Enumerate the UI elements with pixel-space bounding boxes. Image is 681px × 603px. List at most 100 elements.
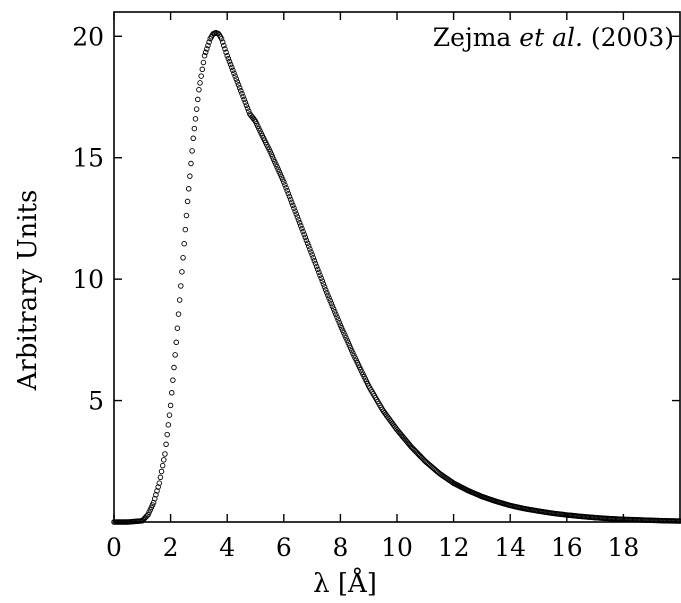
data-point: [285, 190, 292, 197]
data-point: [322, 287, 329, 293]
data-point: [189, 148, 195, 154]
annotation-prefix: Zejma: [433, 23, 519, 52]
data-point: [303, 237, 310, 244]
data-point: [315, 266, 321, 273]
data-point: [301, 231, 307, 238]
data-point: [193, 106, 200, 112]
data-point: [187, 173, 193, 179]
data-point: [238, 87, 244, 94]
data-point: [310, 255, 316, 261]
annotation-suffix: (2003): [583, 23, 674, 52]
x-axis-title: λ [Å]: [313, 567, 377, 599]
data-point: [345, 340, 352, 346]
data-point: [276, 169, 283, 175]
x-tick-label: 0: [106, 533, 122, 562]
data-point: [159, 462, 166, 469]
data-point: [307, 246, 313, 252]
data-point: [219, 39, 226, 45]
data-point: [232, 73, 238, 79]
data-point: [202, 49, 209, 56]
data-point: [286, 193, 293, 200]
data-point: [329, 303, 336, 310]
x-tick-label: 16: [551, 533, 583, 562]
data-point: [240, 93, 246, 100]
data-point: [291, 205, 297, 211]
data-point: [226, 58, 233, 65]
data-point: [319, 278, 326, 284]
data-point: [295, 217, 302, 223]
data-point: [350, 350, 356, 356]
y-tick-label: 20: [72, 22, 104, 51]
data-point: [330, 306, 337, 312]
data-point: [326, 295, 332, 301]
data-point: [162, 451, 168, 457]
data-point: [298, 222, 304, 229]
data-point: [185, 186, 192, 192]
data-point: [302, 234, 309, 241]
data-point: [327, 298, 333, 304]
data-point: [269, 153, 276, 160]
data-point: [268, 151, 275, 157]
data-point: [339, 327, 346, 334]
data-point: [281, 179, 287, 185]
x-tick-label: 10: [381, 533, 413, 562]
data-point: [224, 52, 230, 59]
data-point: [316, 269, 322, 276]
data-point: [347, 345, 354, 351]
data-point: [228, 64, 235, 71]
data-point: [277, 171, 284, 178]
data-point: [284, 187, 290, 194]
data-point: [195, 96, 201, 103]
data-point: [239, 90, 245, 97]
data-point: [309, 252, 315, 258]
data-point: [161, 457, 167, 463]
data-point: [201, 52, 208, 59]
data-point: [205, 42, 211, 49]
data-point: [275, 166, 281, 173]
data-point: [164, 431, 170, 438]
data-point: [231, 70, 237, 76]
data-point: [341, 330, 347, 336]
data-point: [174, 325, 181, 331]
data-point: [175, 311, 182, 317]
data-point: [206, 39, 212, 45]
data-point: [313, 263, 320, 270]
data-point: [324, 289, 330, 296]
x-axis-ticks: 0 2 4 6 8 10 12 14 16 18: [106, 12, 639, 562]
data-point: [243, 102, 250, 109]
data-point: [334, 314, 340, 320]
data-point: [338, 325, 345, 331]
data-point: [328, 300, 335, 307]
data-points: [111, 29, 681, 525]
data-point: [274, 164, 280, 170]
data-point: [179, 269, 185, 275]
y-axis-ticks: 5 10 15 20: [72, 22, 680, 416]
data-point: [172, 352, 178, 358]
data-point: [320, 281, 327, 287]
data-point: [188, 160, 194, 167]
data-point: [335, 317, 341, 323]
data-point: [312, 260, 319, 267]
data-point: [191, 125, 198, 132]
data-point: [218, 35, 225, 42]
data-point: [267, 148, 273, 155]
data-point: [158, 468, 165, 475]
data-point: [190, 135, 196, 142]
data-point: [236, 85, 243, 91]
data-point: [251, 117, 258, 123]
data-point: [183, 212, 190, 219]
data-point: [299, 225, 305, 232]
data-point: [166, 412, 173, 418]
data-point: [168, 390, 175, 396]
data-point: [199, 66, 206, 73]
data-point: [308, 249, 314, 255]
data-point: [200, 59, 207, 66]
data-point: [344, 337, 350, 344]
data-point: [677, 518, 681, 524]
data-point: [171, 364, 177, 371]
x-tick-label: 8: [332, 533, 348, 562]
data-point: [292, 208, 298, 214]
data-point: [198, 73, 204, 79]
data-point: [234, 79, 241, 85]
